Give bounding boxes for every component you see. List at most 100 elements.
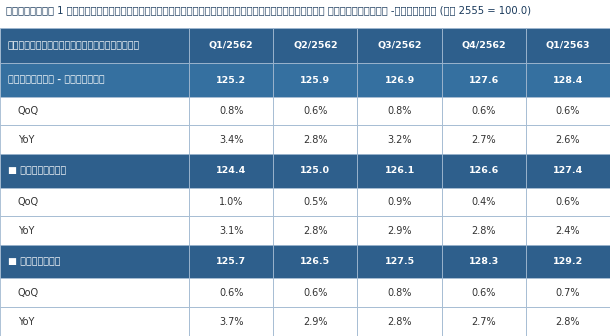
Bar	[357, 126, 442, 154]
Text: ■ ปริมณฑล: ■ ปริมณฑล	[8, 257, 60, 266]
Text: ดัชนีราคาบ้านจัดสรรใหม่: ดัชนีราคาบ้านจัดสรรใหม่	[8, 41, 140, 50]
Text: 127.4: 127.4	[553, 166, 583, 175]
Text: กรุงเทพฯ - ปริมณฑล: กรุงเทพฯ - ปริมณฑล	[8, 76, 105, 85]
Text: 0.6%: 0.6%	[556, 106, 580, 116]
Bar	[526, 97, 610, 126]
Text: 3.1%: 3.1%	[219, 226, 243, 236]
Bar	[526, 187, 610, 216]
Text: 0.6%: 0.6%	[472, 106, 496, 116]
Text: 2.7%: 2.7%	[472, 135, 496, 145]
Bar	[526, 245, 610, 279]
Text: 1.0%: 1.0%	[219, 197, 243, 207]
Text: YoY: YoY	[18, 317, 34, 327]
Text: 3.7%: 3.7%	[219, 317, 243, 327]
Text: 125.9: 125.9	[300, 76, 331, 85]
Bar	[526, 126, 610, 154]
Bar	[357, 307, 442, 336]
Bar	[442, 64, 526, 97]
Text: Q1/2563: Q1/2563	[546, 41, 590, 50]
Bar	[442, 245, 526, 279]
Text: 0.4%: 0.4%	[472, 197, 496, 207]
Bar	[442, 216, 526, 245]
Bar	[442, 126, 526, 154]
Bar	[0, 154, 189, 187]
Text: 2.9%: 2.9%	[387, 226, 412, 236]
Text: 2.4%: 2.4%	[556, 226, 580, 236]
Bar	[273, 279, 357, 307]
Text: QoQ: QoQ	[18, 197, 39, 207]
Bar	[189, 154, 273, 187]
Text: 125.7: 125.7	[216, 257, 246, 266]
Text: 3.4%: 3.4%	[219, 135, 243, 145]
Text: 124.4: 124.4	[216, 166, 246, 175]
Bar	[526, 216, 610, 245]
Text: 0.6%: 0.6%	[472, 288, 496, 298]
Bar	[442, 154, 526, 187]
Bar	[526, 279, 610, 307]
Bar	[189, 187, 273, 216]
Text: 126.6: 126.6	[468, 166, 499, 175]
Text: Q1/2562: Q1/2562	[209, 41, 254, 50]
Bar	[357, 154, 442, 187]
Bar	[357, 64, 442, 97]
Bar	[189, 279, 273, 307]
Text: 2.8%: 2.8%	[303, 226, 328, 236]
Text: 0.9%: 0.9%	[387, 197, 412, 207]
Text: 2.7%: 2.7%	[472, 317, 496, 327]
Text: ตารางที่ 1 ดัชนีราคาบ้านจัดสรรใหม่ที่อยู่ระหว่างการขาย ในกรุงเทพฯ -ปริมณฑล (ปี 2: ตารางที่ 1 ดัชนีราคาบ้านจัดสรรใหม่ที่อยู…	[6, 5, 531, 15]
Bar	[0, 216, 189, 245]
Bar	[357, 97, 442, 126]
Bar	[189, 64, 273, 97]
Text: 3.2%: 3.2%	[387, 135, 412, 145]
Text: 127.6: 127.6	[468, 76, 499, 85]
Bar	[189, 307, 273, 336]
Bar	[442, 187, 526, 216]
Bar	[273, 187, 357, 216]
Bar	[0, 28, 189, 64]
Text: 2.6%: 2.6%	[556, 135, 580, 145]
Bar	[357, 187, 442, 216]
Bar	[273, 126, 357, 154]
Text: 128.4: 128.4	[553, 76, 583, 85]
Bar	[273, 307, 357, 336]
Text: 0.6%: 0.6%	[303, 288, 328, 298]
Text: 0.6%: 0.6%	[303, 106, 328, 116]
Text: Q3/2562: Q3/2562	[378, 41, 422, 50]
Bar	[0, 64, 189, 97]
Bar	[0, 187, 189, 216]
Text: 125.2: 125.2	[216, 76, 246, 85]
Bar	[189, 28, 273, 64]
Text: 0.8%: 0.8%	[219, 106, 243, 116]
Text: 0.6%: 0.6%	[556, 197, 580, 207]
Text: 126.9: 126.9	[384, 76, 415, 85]
Bar	[357, 28, 442, 64]
Text: YoY: YoY	[18, 226, 34, 236]
Text: QoQ: QoQ	[18, 288, 39, 298]
Bar	[526, 154, 610, 187]
Text: 129.2: 129.2	[553, 257, 583, 266]
Bar	[273, 28, 357, 64]
Text: 0.5%: 0.5%	[303, 197, 328, 207]
Bar	[273, 216, 357, 245]
Bar	[273, 64, 357, 97]
Bar	[526, 28, 610, 64]
Text: 2.9%: 2.9%	[303, 317, 328, 327]
Bar	[357, 245, 442, 279]
Bar	[442, 279, 526, 307]
Bar	[357, 216, 442, 245]
Bar	[189, 97, 273, 126]
Text: 2.8%: 2.8%	[387, 317, 412, 327]
Bar	[526, 64, 610, 97]
Bar	[273, 154, 357, 187]
Bar	[189, 216, 273, 245]
Text: 0.6%: 0.6%	[219, 288, 243, 298]
Text: 127.5: 127.5	[384, 257, 415, 266]
Bar	[442, 28, 526, 64]
Text: ■ กรุงเทพฯ: ■ กรุงเทพฯ	[8, 166, 66, 175]
Bar	[0, 279, 189, 307]
Text: 0.8%: 0.8%	[387, 288, 412, 298]
Text: Q4/2562: Q4/2562	[461, 41, 506, 50]
Text: 2.8%: 2.8%	[472, 226, 496, 236]
Bar	[442, 97, 526, 126]
Text: 2.8%: 2.8%	[556, 317, 580, 327]
